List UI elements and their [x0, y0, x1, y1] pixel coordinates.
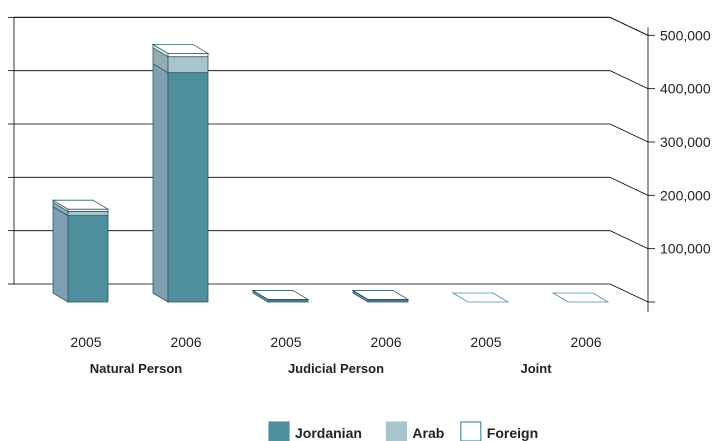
group-label: Judicial Person	[288, 361, 384, 376]
gridline-depth	[609, 176, 649, 196]
gridline-depth	[609, 70, 649, 90]
group-label: Joint	[520, 361, 552, 376]
legend: Jordanian Arab Foreign	[268, 421, 538, 441]
bar-top	[351, 290, 410, 300]
bar-top	[251, 290, 310, 300]
y-tick-label: 500,000	[660, 27, 711, 43]
x-tick-label: 2005	[270, 334, 301, 350]
y-tick-label: 300,000	[660, 134, 711, 150]
x-tick-label: 2005	[70, 334, 101, 350]
legend-swatch-jordanian	[268, 421, 290, 441]
y-tick-label: 200,000	[660, 187, 711, 203]
y-tick-label: 100,000	[660, 241, 711, 257]
y-tick-label: 400,000	[660, 81, 711, 97]
bar-segment-jordanian	[167, 72, 209, 303]
legend-label-foreign: Foreign	[487, 425, 538, 441]
x-tick-label: 2006	[170, 334, 201, 350]
x-tick-label: 2005	[470, 334, 501, 350]
bar-segment-foreign	[167, 53, 209, 58]
x-labels-layer: 2005 2006 2005 2006 2005 2006 Natural Person Ju…	[70, 334, 601, 376]
gridline-depth	[609, 123, 649, 143]
bar-segment-jordanian	[67, 215, 109, 303]
bars-layer	[51, 43, 610, 303]
grid-layer: 100,000 200,000 300,000 400,000 500,000	[8, 16, 711, 312]
legend-label-jordanian: Jordanian	[295, 425, 362, 441]
legend-label-arab: Arab	[412, 425, 444, 441]
legend-swatch-arab	[385, 421, 407, 441]
bar-top	[451, 292, 510, 303]
bar-top	[151, 44, 210, 54]
gridline-depth-top	[609, 16, 649, 36]
gridline-depth	[609, 230, 649, 250]
x-tick-label: 2006	[570, 334, 601, 350]
group-label: Natural Person	[90, 361, 183, 376]
baseline-depth	[609, 283, 649, 303]
bar-top	[51, 199, 110, 210]
bar-segment-arab	[167, 56, 209, 74]
x-tick-label: 2006	[370, 334, 401, 350]
legend-swatch-foreign	[460, 421, 482, 441]
bar-segment-arab	[67, 210, 109, 216]
bar-side-jordanian	[52, 205, 69, 303]
bar-side-jordanian	[152, 62, 169, 303]
bar-top	[551, 292, 610, 303]
